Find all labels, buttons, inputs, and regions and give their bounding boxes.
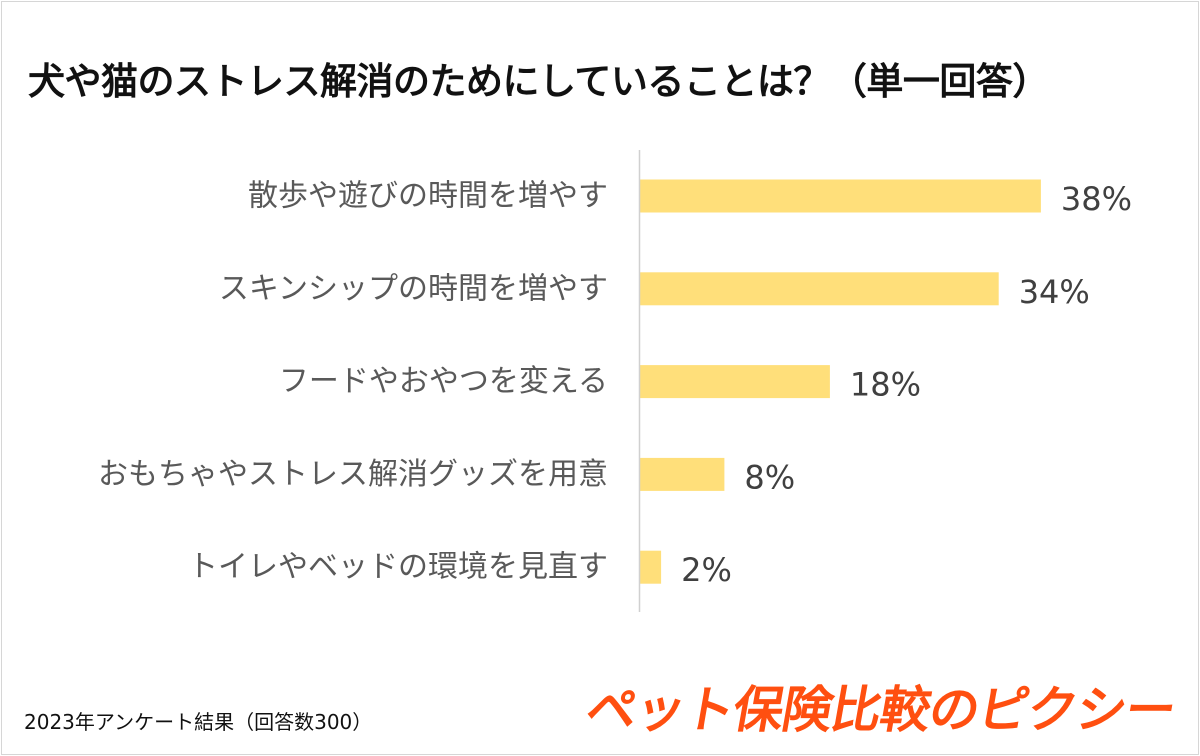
value-label-4: 8% — [744, 458, 795, 496]
bar-1 — [640, 179, 1041, 213]
bar-4 — [640, 457, 725, 491]
category-label-3: フードやおやつを変える — [279, 364, 608, 399]
value-label-2: 34% — [1019, 273, 1090, 311]
category-label-1: 散歩や遊びの時間を増やす — [248, 179, 608, 214]
bars-group: 散歩や遊びの時間を増やす 38% スキンシップの時間を増やす 34% フードやおやつを変… — [98, 179, 1132, 590]
category-label-4: おもちゃやストレス解消グッズを用意 — [98, 457, 608, 492]
bar-5 — [640, 550, 662, 584]
category-label-2: スキンシップの時間を増やす — [219, 271, 608, 306]
bar-2 — [640, 272, 999, 306]
bar-3 — [640, 365, 830, 399]
chart-title: 犬や猫のストレス解消のためにしていることは？（単一回答） — [28, 60, 1049, 103]
footnote: 2023年アンケート結果（回答数300） — [24, 710, 373, 734]
value-label-3: 18% — [850, 366, 921, 404]
value-label-5: 2% — [681, 551, 732, 589]
value-label-1: 38% — [1061, 180, 1132, 218]
brand-logo[interactable]: ペット保険比較のピクシー — [581, 681, 1180, 739]
category-label-5: トイレやベッドの環境を見直す — [188, 550, 608, 585]
